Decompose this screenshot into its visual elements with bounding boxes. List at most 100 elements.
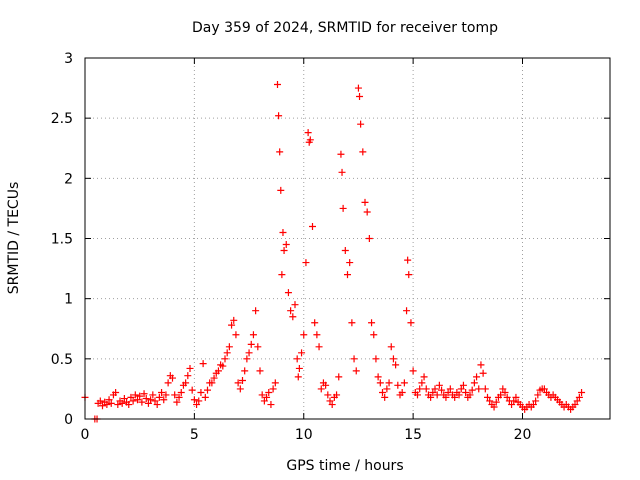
data-point bbox=[304, 129, 312, 137]
data-point bbox=[512, 393, 520, 401]
data-point bbox=[313, 331, 321, 339]
data-point bbox=[315, 343, 323, 351]
data-point bbox=[326, 397, 334, 405]
data-point bbox=[374, 373, 382, 381]
y-axis-label: SRMTID / TECUs bbox=[6, 182, 22, 295]
data-point bbox=[365, 235, 373, 242]
data-point bbox=[210, 374, 218, 382]
x-tick-label: 10 bbox=[295, 427, 313, 443]
data-point bbox=[219, 362, 227, 370]
data-point bbox=[280, 247, 288, 255]
data-point bbox=[427, 393, 435, 401]
data-point bbox=[529, 401, 537, 409]
data-point bbox=[497, 391, 505, 399]
data-point bbox=[125, 401, 133, 409]
data-point bbox=[486, 397, 494, 405]
data-point bbox=[158, 389, 166, 397]
data-point bbox=[510, 397, 518, 405]
data-point bbox=[234, 379, 242, 387]
data-point bbox=[171, 391, 179, 399]
data-point bbox=[337, 150, 345, 158]
data-point bbox=[254, 343, 262, 351]
data-point bbox=[149, 391, 157, 399]
data-point bbox=[263, 393, 271, 401]
data-point bbox=[236, 385, 244, 393]
data-point bbox=[298, 349, 306, 357]
data-point bbox=[477, 361, 485, 369]
data-point bbox=[112, 389, 120, 397]
data-point bbox=[162, 391, 170, 399]
data-point bbox=[243, 355, 251, 363]
data-point bbox=[431, 385, 439, 393]
data-point bbox=[429, 389, 437, 397]
data-point bbox=[258, 391, 266, 399]
data-point bbox=[223, 349, 231, 357]
data-point bbox=[269, 385, 277, 393]
data-point bbox=[475, 385, 483, 393]
data-point bbox=[398, 389, 406, 397]
data-point bbox=[284, 289, 292, 297]
data-point bbox=[173, 398, 181, 406]
data-point bbox=[484, 393, 491, 401]
data-point bbox=[341, 247, 349, 255]
data-point bbox=[435, 381, 443, 389]
data-point bbox=[359, 148, 367, 156]
data-point bbox=[96, 397, 104, 405]
plot-frame bbox=[84, 57, 611, 420]
data-point bbox=[481, 385, 489, 393]
data-point bbox=[201, 393, 209, 401]
data-point bbox=[379, 389, 386, 397]
data-point bbox=[279, 228, 287, 236]
data-point bbox=[278, 271, 286, 279]
data-point bbox=[277, 186, 285, 194]
data-point bbox=[282, 241, 290, 249]
data-point bbox=[532, 397, 540, 405]
y-tick-label: 3 bbox=[64, 51, 73, 67]
data-point bbox=[372, 355, 380, 363]
data-point bbox=[492, 398, 500, 406]
x-tick-label: 0 bbox=[81, 427, 90, 443]
data-point bbox=[249, 331, 257, 339]
data-point bbox=[274, 80, 281, 88]
data-point bbox=[324, 391, 332, 399]
y-tick-label: 0.5 bbox=[51, 352, 73, 368]
data-point bbox=[190, 396, 198, 404]
data-point bbox=[114, 401, 122, 409]
data-point bbox=[169, 374, 176, 382]
data-point bbox=[311, 319, 319, 327]
data-point bbox=[294, 373, 302, 381]
data-point bbox=[470, 379, 478, 387]
data-point bbox=[160, 396, 168, 404]
data-point bbox=[416, 385, 424, 393]
data-point bbox=[153, 401, 161, 409]
data-point bbox=[144, 399, 152, 407]
data-point bbox=[433, 391, 441, 399]
data-point bbox=[459, 381, 467, 389]
data-point bbox=[451, 393, 459, 401]
data-point bbox=[193, 401, 201, 409]
data-point bbox=[120, 395, 128, 403]
data-point bbox=[300, 331, 308, 339]
data-point bbox=[291, 301, 299, 309]
data-point bbox=[306, 136, 314, 144]
data-point bbox=[370, 331, 378, 339]
data-point bbox=[245, 349, 253, 357]
data-point bbox=[363, 208, 371, 216]
data-point bbox=[147, 396, 155, 404]
data-point bbox=[142, 395, 150, 403]
data-point bbox=[392, 361, 400, 369]
data-point bbox=[322, 381, 330, 389]
data-point bbox=[182, 379, 190, 387]
data-point bbox=[271, 379, 279, 387]
data-point bbox=[339, 204, 347, 212]
data-point bbox=[105, 396, 113, 404]
data-point bbox=[348, 319, 356, 327]
y-tick-label: 2 bbox=[64, 171, 73, 187]
data-point bbox=[103, 401, 111, 409]
data-point bbox=[442, 393, 450, 401]
data-point bbox=[387, 343, 395, 351]
data-point bbox=[309, 222, 316, 230]
data-point bbox=[275, 112, 283, 120]
data-point bbox=[407, 319, 415, 327]
